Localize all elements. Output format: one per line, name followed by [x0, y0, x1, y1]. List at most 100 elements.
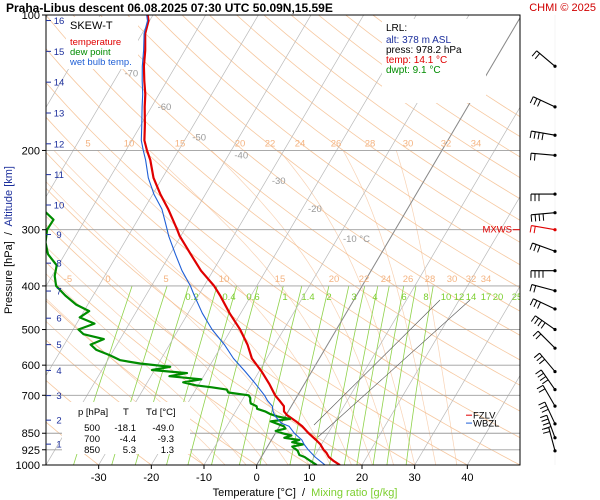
series-line-wet-bulb-temp	[140, 15, 326, 465]
altitude-tick-label: 7	[56, 287, 61, 298]
isotherm-line	[46, 15, 101, 108]
altitude-tick-label: 11	[54, 170, 64, 181]
wind-barb-staff	[532, 242, 556, 252]
wind-barb-dot	[553, 269, 557, 273]
dry-adiabat-label: 26	[403, 274, 414, 285]
isotherm-line	[414, 285, 520, 465]
isotherm-line	[309, 106, 520, 465]
wind-barb-dot	[553, 346, 557, 350]
altitude-tick-label: 6	[56, 314, 61, 325]
temperature-tick-label: 40	[461, 472, 473, 484]
wind-barb-dot	[553, 133, 557, 137]
wbzl-label: WBZL	[473, 419, 499, 430]
x-axis-title: Temperature [°C] / Mixing ratio [g/kg]	[213, 487, 398, 499]
dry-adiabat-label: 5	[163, 274, 168, 285]
x-axis-title-mixing-ratio: Mixing ratio [g/kg]	[311, 487, 397, 499]
altitude-tick-label: 14	[54, 78, 65, 89]
isotherm-line	[46, 15, 206, 287]
dry-adiabat-label: 26	[331, 138, 342, 149]
wind-barb-flag	[538, 214, 541, 222]
dry-adiabat-line	[46, 15, 520, 386]
dry-adiabat-label: 22	[359, 274, 370, 285]
mixing-ratio-label: 4	[372, 292, 377, 303]
dry-adiabat-line	[127, 15, 520, 312]
temperature-tick-label: -30	[91, 472, 107, 484]
altitude-tick-label: 15	[54, 47, 65, 58]
isotherm-line	[46, 15, 312, 465]
wind-barb-flag	[529, 96, 534, 104]
y-axis-title-altitude: Altitude [km]	[3, 166, 15, 227]
pressure-tick-label: 100	[22, 10, 40, 22]
legend-item-wet-bulb: wet bulb temp.	[69, 57, 132, 68]
isotherm-line	[467, 374, 520, 465]
mixing-ratio-label: 1	[282, 292, 287, 303]
dry-adiabat-label: -5	[64, 274, 72, 285]
altitude-tick-label: 2	[56, 416, 61, 427]
mixing-ratio-label: 0.6	[246, 292, 259, 303]
mixing-ratio-label: 20	[493, 292, 504, 303]
wind-barb-flag	[542, 379, 549, 385]
wind-barb-staff	[544, 401, 556, 425]
wind-barb-dot	[553, 211, 557, 215]
table-cell: 5.3	[123, 445, 136, 456]
wind-barb-flag	[533, 244, 537, 252]
wind-barb-flag	[533, 98, 538, 105]
x-axis-title-temperature: Temperature [°C]	[213, 487, 296, 499]
table-header-td: Td [°C]	[146, 407, 176, 418]
plot-area: -80 °C-70-60-50-40-30-20-10 °C5101520222…	[46, 15, 520, 465]
background-labels: -80 °C-70-60-50-40-30-20-10 °C5101520222…	[64, 29, 520, 438]
isotherm-label: -40	[234, 150, 248, 161]
mixing-ratio-label: 2	[326, 292, 331, 303]
axes: 1002003004005006007008509251000123456789…	[16, 10, 520, 484]
lrl-title: LRL:	[386, 23, 407, 34]
dry-adiabat-line	[100, 15, 520, 336]
legend: SKEW-T temperature dew point wet bulb te…	[66, 17, 138, 69]
legend-title: SKEW-T	[70, 20, 113, 32]
wind-barb-flag	[534, 53, 541, 60]
dry-adiabat-line	[236, 15, 520, 221]
wind-barb-staff	[539, 352, 556, 372]
wind-barb-flag	[535, 333, 542, 340]
dry-adiabat-label: 5	[85, 138, 90, 149]
dry-adiabat-label: 10	[219, 274, 230, 285]
wind-barb-flag	[541, 408, 549, 413]
wind-barb-flag	[537, 245, 541, 253]
wind-barb-flag	[531, 50, 537, 57]
mixing-ratio-label: 10	[441, 292, 452, 303]
wind-barb-dot	[553, 327, 557, 332]
altitude-tick-label: 3	[56, 391, 61, 402]
wind-barb-flag	[537, 301, 541, 309]
wind-barb-dot	[553, 153, 557, 157]
wind-barb-dot	[553, 289, 557, 293]
wind-barb-flag	[533, 300, 538, 308]
wind-barb-flag	[537, 99, 541, 107]
dry-adiabat-label: 22	[265, 138, 276, 149]
wind-barb-flag	[535, 369, 542, 375]
y-axis-title: Pressure [hPa] / Altitude [km]	[3, 166, 15, 314]
wind-barb-flag	[529, 130, 532, 139]
wind-barb-flag	[529, 284, 533, 292]
dry-adiabat-label: 24	[381, 274, 392, 285]
altitude-tick-label: 10	[54, 200, 65, 211]
legend-item-temperature: temperature	[70, 37, 121, 48]
dry-adiabat-label: 10	[124, 138, 135, 149]
isotherm-label: -10 °C	[343, 234, 370, 245]
wind-barb-flag	[530, 214, 533, 222]
wind-barb-flag	[536, 355, 543, 362]
dry-adiabat-label: 32	[466, 274, 477, 285]
wind-barb-dot	[553, 192, 557, 196]
wind-barb-staff	[531, 152, 556, 156]
mixing-ratio-label: 17	[481, 292, 492, 303]
isotherm-line	[361, 196, 520, 465]
wind-barb-flag	[529, 242, 533, 250]
dry-adiabat-label: 30	[403, 138, 414, 149]
wind-barb-flag	[542, 431, 550, 434]
y-axis-title-separator: /	[3, 227, 15, 242]
wind-barb-dot	[553, 249, 557, 253]
table-cell: 700	[84, 434, 100, 445]
wind-barb-flag	[542, 422, 550, 426]
altitude-tick-label: 12	[54, 139, 65, 150]
isotherm-label: -70	[124, 69, 138, 80]
isotherm-label: -60	[158, 102, 172, 113]
x-axis-title-separator: /	[296, 487, 311, 499]
